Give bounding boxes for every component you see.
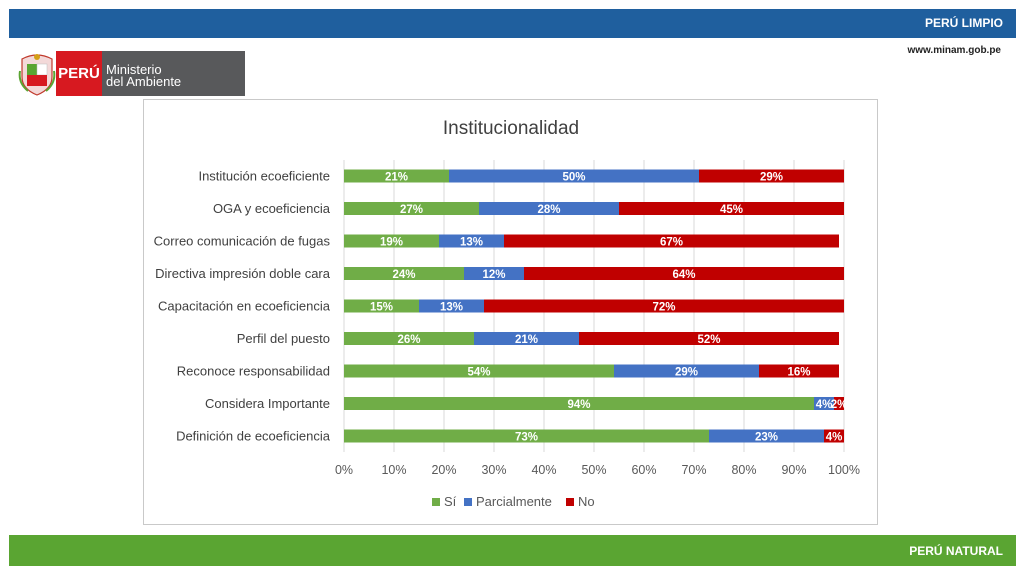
bar-segment <box>814 397 834 410</box>
bar-segment <box>464 267 524 280</box>
data-label: 24% <box>392 269 415 281</box>
x-tick-label: 80% <box>731 463 756 477</box>
data-label: 29% <box>675 367 698 379</box>
header-banner-text: PERÚ LIMPIO <box>924 16 1003 30</box>
chart-title: Institucionalidad <box>443 118 579 139</box>
data-label: 15% <box>370 302 393 314</box>
legend-swatch <box>432 498 440 506</box>
category-label: Institución ecoeficiente <box>198 169 330 184</box>
category-label: Correo comunicación de fugas <box>154 234 331 249</box>
bar-segment <box>504 234 839 248</box>
bar-segment <box>484 299 844 313</box>
data-label: 4% <box>826 432 843 444</box>
data-label: 23% <box>755 432 778 444</box>
bars: 21% 50% 29% 27% 28% 45% 19% 13% 67% 24% 12% 64% 15% 1… <box>344 169 848 444</box>
bar-segment <box>834 397 844 410</box>
data-label: 19% <box>380 237 403 249</box>
legend-label: Sí <box>444 494 457 509</box>
legend-swatch <box>566 498 574 506</box>
x-tick-label: 30% <box>481 463 506 477</box>
peru-label: PERÚ <box>56 51 102 96</box>
category-label: Capacitación en ecoeficiencia <box>158 299 331 314</box>
footer-banner: PERÚ NATURAL <box>9 535 1016 566</box>
ministry-line-1: Ministerio <box>106 62 162 77</box>
ministry-logo: PERÚ Ministerio del Ambiente <box>18 51 245 96</box>
data-label: 21% <box>515 334 538 346</box>
bar-segment <box>419 299 484 313</box>
bar-segment <box>619 202 844 215</box>
data-label: 28% <box>537 204 560 216</box>
x-tick-label: 10% <box>381 463 406 477</box>
data-label: 13% <box>440 302 463 314</box>
bar-segment <box>824 429 844 443</box>
bar-segment <box>474 332 579 345</box>
data-label: 67% <box>660 237 683 249</box>
website-url[interactable]: www.minam.gob.pe <box>907 45 1001 56</box>
data-label: 16% <box>787 367 810 379</box>
legend: Sí Parcialmente No <box>432 494 595 509</box>
x-tick-label: 70% <box>681 463 706 477</box>
bar-segment <box>449 169 699 183</box>
category-label: Directiva impresión doble cara <box>155 266 331 281</box>
legend-swatch <box>464 498 472 506</box>
data-label: 12% <box>482 269 505 281</box>
bar-segment <box>579 332 839 345</box>
bar-segment <box>344 267 464 280</box>
data-label: 13% <box>460 237 483 249</box>
coat-of-arms-icon <box>18 54 56 96</box>
data-label: 21% <box>385 172 408 184</box>
header-banner: PERÚ LIMPIO <box>9 9 1016 38</box>
x-tick-label: 0% <box>335 463 353 477</box>
legend-label: Parcialmente <box>476 494 552 509</box>
bar-segment <box>439 234 504 248</box>
bar-segment <box>699 169 844 183</box>
bar-segment <box>479 202 619 215</box>
data-label: 26% <box>397 334 420 346</box>
bar-segment <box>344 234 439 248</box>
bar-segment <box>614 364 759 378</box>
chart-frame: Institucionalidad 21% 50% 29% 27% 28% 45% 19% 1… <box>143 99 878 525</box>
data-label: 64% <box>672 269 695 281</box>
bar-segment <box>344 299 419 313</box>
data-label: 29% <box>760 172 783 184</box>
category-label: Definición de ecoeficiencia <box>176 429 331 444</box>
footer-banner-text: PERÚ NATURAL <box>909 544 1003 558</box>
data-label: 72% <box>652 302 675 314</box>
x-tick-label: 90% <box>781 463 806 477</box>
category-label: Considera Importante <box>205 396 330 411</box>
ministry-line-2: del Ambiente <box>106 74 182 89</box>
bar-segment <box>759 364 839 378</box>
x-tick-label: 50% <box>581 463 606 477</box>
x-tick-label: 60% <box>631 463 656 477</box>
data-label: 2% <box>831 399 848 411</box>
data-label: 73% <box>515 432 538 444</box>
bar-segment <box>344 429 709 443</box>
data-label: 54% <box>467 367 490 379</box>
data-label: 50% <box>562 172 585 184</box>
category-label: Perfil del puesto <box>237 331 330 346</box>
stacked-bar-chart: Institucionalidad 21% 50% 29% 27% 28% 45% 19% 1… <box>154 118 860 509</box>
legend-label: No <box>578 494 595 509</box>
x-tick-label: 40% <box>531 463 556 477</box>
x-tick-label: 20% <box>431 463 456 477</box>
data-label: 27% <box>400 204 423 216</box>
x-tick-label: 100% <box>828 463 860 477</box>
bar-segment <box>344 397 814 410</box>
category-label: OGA y ecoeficiencia <box>213 201 331 216</box>
data-label: 4% <box>816 399 833 411</box>
bar-segment <box>344 332 474 345</box>
category-label: Reconoce responsabilidad <box>177 364 330 379</box>
ministry-name: Ministerio del Ambiente <box>102 51 245 96</box>
bar-segment <box>344 169 449 183</box>
bar-segment <box>524 267 844 280</box>
bar-segment <box>344 202 479 215</box>
data-label: 52% <box>697 334 720 346</box>
category-labels: Institución ecoeficiente OGA y ecoeficien… <box>154 169 331 444</box>
bar-segment <box>344 364 614 378</box>
x-axis-ticks: 0% 10% 20% 30% 40% 50% 60% 70% 80% 90% 100% <box>335 463 860 477</box>
bar-segment <box>709 429 824 443</box>
data-label: 94% <box>567 399 590 411</box>
data-label: 45% <box>720 204 743 216</box>
